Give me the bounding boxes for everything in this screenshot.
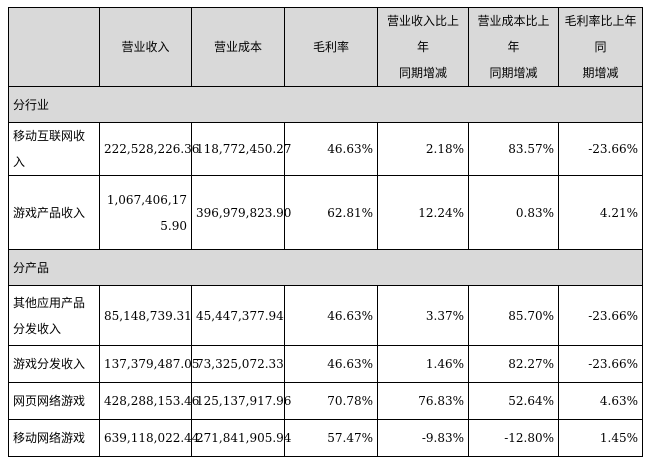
table-row: 移动网络游戏 639,118,022.44 271,841,905.94 57.… — [8, 419, 643, 457]
header-cost-change: 营业成本比上年 同期增减 — [468, 7, 559, 87]
header-revenue: 营业收入 — [99, 7, 192, 87]
header-revenue-change: 营业收入比上年 同期增减 — [377, 7, 469, 87]
row-cost-change: 83.57% — [468, 122, 559, 176]
section-title: 分产品 — [8, 249, 643, 286]
row-revenue: 222,528,226.36 — [99, 122, 199, 176]
row-name: 其他应用产品分发收入 — [8, 285, 100, 346]
row-name: 移动网络游戏 — [8, 419, 100, 457]
table-row: 移动互联网收入 222,528,226.36 118,772,450.27 46… — [8, 122, 643, 176]
row-revenue-change: -9.83% — [377, 419, 469, 457]
row-cost-change: 85.70% — [468, 285, 559, 346]
financial-table: 营业收入 营业成本 毛利率 营业收入比上年 同期增减 营业成本比上年 同期增减 … — [8, 7, 643, 457]
header-margin-change-line1: 毛利率比上年同 — [564, 14, 637, 54]
row-revenue-change: 76.83% — [377, 382, 469, 420]
row-margin-change: 4.63% — [558, 382, 643, 420]
header-margin-change-line2: 期增减 — [582, 66, 619, 80]
row-revenue-change: 1.46% — [377, 345, 469, 383]
row-revenue: 428,288,153.46 — [99, 382, 199, 420]
row-cost-change: 0.83% — [468, 175, 559, 250]
row-revenue-change: 12.24% — [377, 175, 469, 250]
row-cost-change: 82.27% — [468, 345, 559, 383]
section-title: 分行业 — [8, 86, 643, 123]
row-margin: 46.63% — [284, 122, 378, 176]
row-revenue: 639,118,022.44 — [99, 419, 199, 457]
header-revenue-change-line2: 同期增减 — [398, 66, 447, 80]
table-row: 其他应用产品分发收入 85,148,739.31 45,447,377.94 4… — [8, 285, 643, 346]
row-margin-change: 1.45% — [558, 419, 643, 457]
header-revenue-change-line1: 营业收入比上年 — [386, 14, 459, 54]
header-empty — [8, 7, 100, 87]
header-row: 营业收入 营业成本 毛利率 营业收入比上年 同期增减 营业成本比上年 同期增减 … — [8, 7, 643, 87]
row-margin-change: -23.66% — [558, 285, 643, 346]
header-margin: 毛利率 — [284, 7, 378, 87]
row-cost: 45,447,377.94 — [191, 285, 285, 346]
header-margin-change: 毛利率比上年同 期增减 — [558, 7, 643, 87]
row-cost: 118,772,450.27 — [191, 122, 291, 176]
row-revenue: 137,379,487.05 — [99, 345, 199, 383]
header-cost-change-line1: 营业成本比上年 — [477, 14, 550, 54]
row-margin: 46.63% — [284, 345, 378, 383]
header-cost-change-line2: 同期增减 — [489, 66, 538, 80]
header-cost: 营业成本 — [191, 7, 285, 87]
row-cost-change: 52.64% — [468, 382, 559, 420]
table-row: 游戏产品收入 1,067,406,175.90 396,979,823.90 6… — [8, 175, 643, 250]
section-row: 分产品 — [8, 249, 643, 286]
row-margin: 70.78% — [284, 382, 378, 420]
row-name: 游戏产品收入 — [8, 175, 100, 250]
row-name: 移动互联网收入 — [8, 122, 100, 176]
table-row: 游戏分发收入 137,379,487.05 73,325,072.33 46.6… — [8, 345, 643, 383]
row-margin: 62.81% — [284, 175, 378, 250]
row-revenue-change: 3.37% — [377, 285, 469, 346]
row-cost: 73,325,072.33 — [191, 345, 285, 383]
row-revenue-change: 2.18% — [377, 122, 469, 176]
row-margin: 57.47% — [284, 419, 378, 457]
row-cost: 271,841,905.94 — [191, 419, 291, 457]
row-name: 游戏分发收入 — [8, 345, 100, 383]
row-margin: 46.63% — [284, 285, 378, 346]
row-revenue: 1,067,406,175.90 — [99, 175, 192, 250]
row-margin-change: 4.21% — [558, 175, 643, 250]
row-margin-change: -23.66% — [558, 345, 643, 383]
table-row: 网页网络游戏 428,288,153.46 125,137,917.96 70.… — [8, 382, 643, 420]
section-row: 分行业 — [8, 86, 643, 123]
row-name: 网页网络游戏 — [8, 382, 100, 420]
row-cost: 125,137,917.96 — [191, 382, 291, 420]
row-cost-change: -12.80% — [468, 419, 559, 457]
row-cost: 396,979,823.90 — [191, 175, 291, 250]
row-margin-change: -23.66% — [558, 122, 643, 176]
row-revenue: 85,148,739.31 — [99, 285, 192, 346]
